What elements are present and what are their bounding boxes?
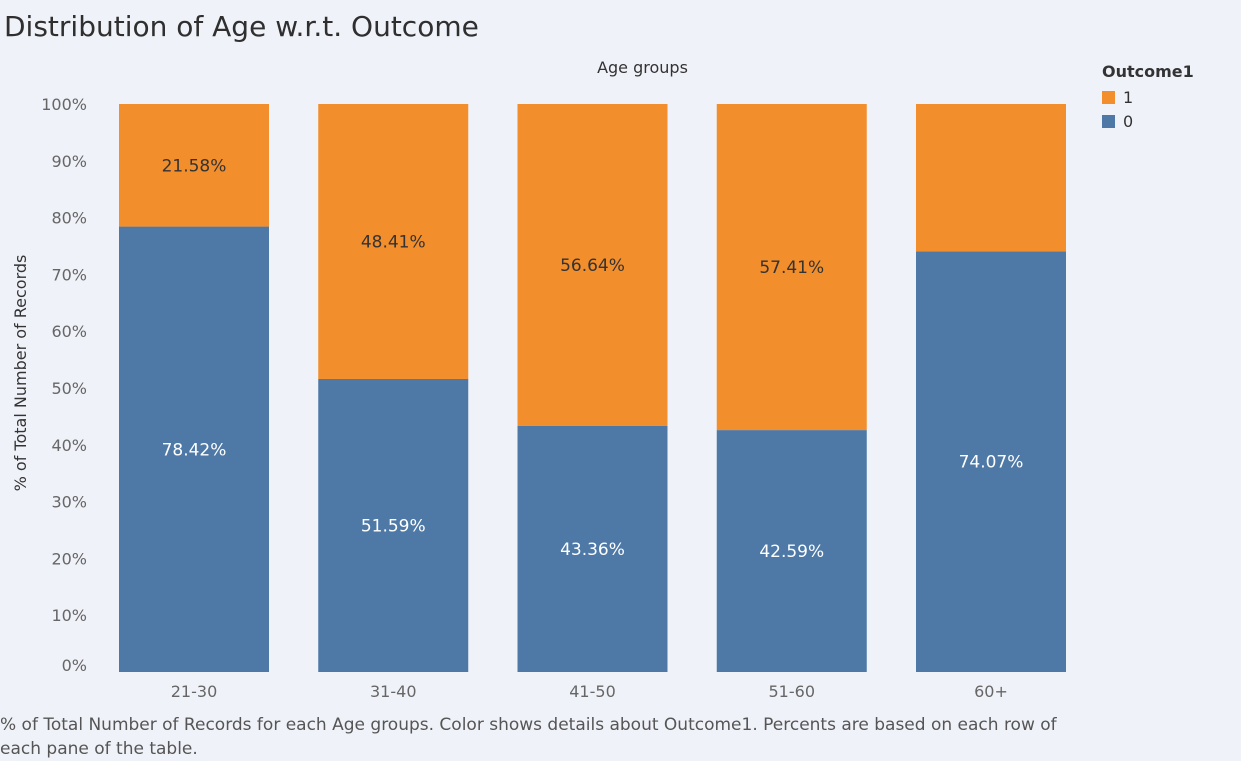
y-tick-label: 60% (51, 322, 87, 341)
bar-segment-0 (318, 378, 469, 672)
legend-label-1: 1 (1123, 87, 1134, 107)
bar-segment-1 (716, 104, 867, 431)
bar-segment-1 (318, 104, 469, 379)
data-label: 56.64% (560, 256, 625, 276)
y-tick-label: 70% (51, 265, 87, 284)
y-tick-label: 0% (62, 656, 87, 675)
x-tick-label: 41-50 (569, 682, 616, 701)
bar-segment-0 (119, 226, 269, 672)
data-label: 42.59% (759, 542, 824, 562)
data-label: 21.58% (162, 156, 227, 176)
y-tick-label: 90% (51, 152, 87, 171)
legend-item-0[interactable]: 0 (1102, 109, 1194, 133)
y-tick-label: 50% (51, 379, 87, 398)
legend-item-1[interactable]: 1 (1102, 85, 1194, 109)
bar-segment-1 (517, 104, 668, 426)
x-tick-label: 60+ (974, 682, 1008, 701)
bar-segment-0 (916, 251, 1066, 672)
chart-caption: % of Total Number of Records for each Ag… (0, 715, 1057, 759)
y-tick-label: 20% (51, 549, 87, 568)
chart-title: Distribution of Age w.r.t. Outcome (4, 10, 479, 43)
data-label: 78.42% (162, 440, 227, 460)
y-tick-label: 10% (51, 606, 87, 625)
bar-segment-0 (517, 425, 668, 672)
x-axis-title: Age groups (597, 58, 688, 77)
stacked-bar-chart: Age groups % of Total Number of Records 0%… (11, 58, 1066, 701)
bar-segment-1 (119, 104, 269, 227)
legend: Outcome1 1 0 (1102, 62, 1194, 133)
y-tick-label: 80% (51, 209, 87, 228)
data-label: 51.59% (361, 516, 426, 536)
x-tick-label: 31-40 (370, 682, 417, 701)
bar-segment-0 (716, 430, 867, 672)
legend-label-0: 0 (1123, 111, 1134, 131)
legend-title: Outcome1 (1102, 62, 1194, 81)
x-tick-label: 21-30 (171, 682, 218, 701)
data-label: 48.41% (361, 232, 426, 252)
y-tick-label: 100% (41, 95, 87, 114)
legend-swatch-1 (1102, 90, 1115, 104)
data-label: 74.07% (959, 453, 1024, 473)
x-tick-label: 51-60 (769, 682, 816, 701)
data-label: 43.36% (560, 540, 625, 560)
bar-segment-1 (916, 104, 1066, 252)
y-axis-title: % of Total Number of Records (11, 255, 30, 492)
y-tick-label: 30% (51, 493, 87, 512)
legend-swatch-0 (1102, 114, 1115, 128)
data-label: 57.41% (759, 258, 824, 278)
y-tick-label: 40% (51, 436, 87, 455)
